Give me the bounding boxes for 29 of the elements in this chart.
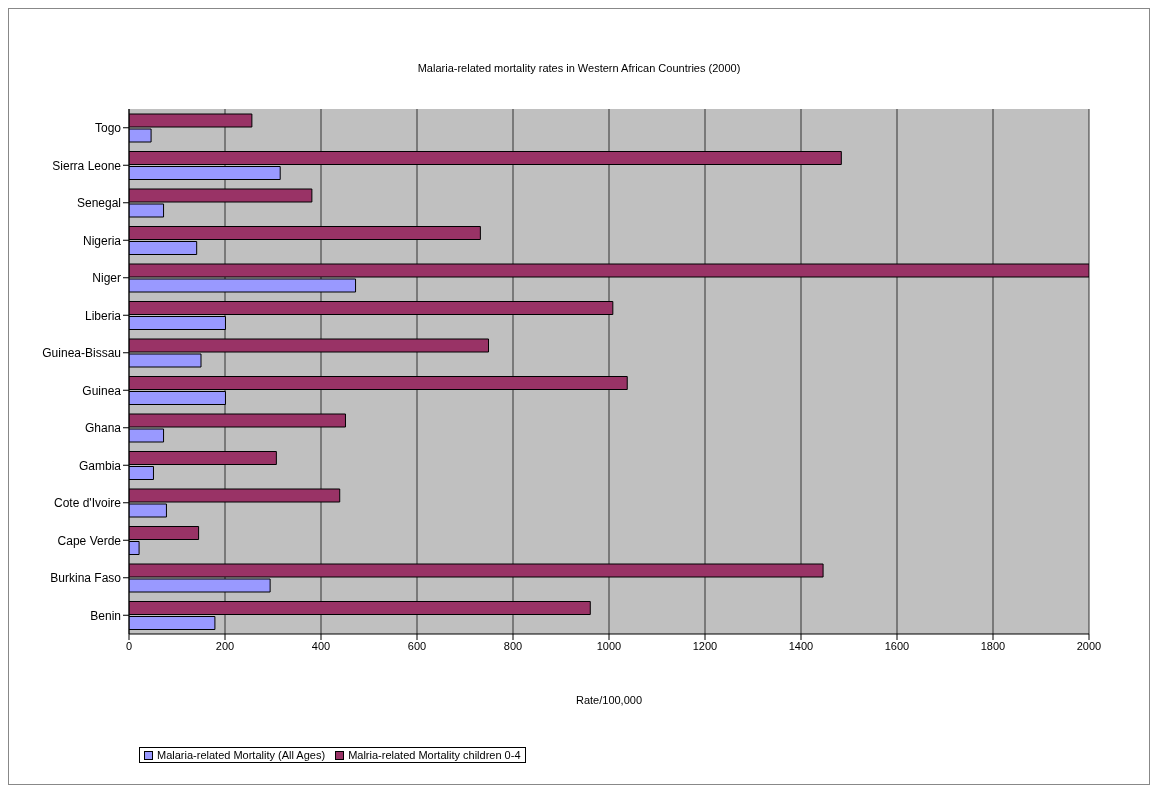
x-tick-label: 2000 — [1076, 639, 1102, 652]
y-tick-label: Cote d'Ivoire — [54, 496, 122, 511]
y-tick-label: Cape Verde — [57, 533, 122, 548]
y-tick-label: Nigeria — [82, 233, 122, 248]
y-tick-label: Guinea — [82, 383, 122, 398]
x-tick-label: 600 — [407, 639, 427, 652]
x-tick-label: 400 — [311, 639, 331, 652]
legend-label: Malria-related Mortality children 0-4 — [347, 749, 521, 761]
y-tick-label: Togo — [94, 121, 122, 136]
x-axis-title: Rate/100,000 — [575, 694, 643, 706]
x-tick-label: 1600 — [884, 639, 910, 652]
x-tick-label: 0 — [125, 639, 133, 652]
y-tick-label: Niger — [92, 271, 121, 286]
chart-title: Malaria-related mortality rates in Western African Countries (2000) — [416, 62, 742, 74]
x-tick-label: 1800 — [980, 639, 1006, 652]
y-tick-label: Liberia — [84, 308, 122, 323]
y-tick-label: Burkina Faso — [50, 571, 122, 586]
x-tick-label: 1000 — [596, 639, 622, 652]
legend-label: Malaria-related Mortality (All Ages) — [156, 749, 326, 761]
x-tick-label: 800 — [503, 639, 523, 652]
x-tick-label: 1400 — [788, 639, 814, 652]
y-tick-label: Sierra Leone — [52, 158, 122, 173]
y-tick-label: Senegal — [76, 196, 121, 211]
y-tick-label: Benin — [90, 608, 121, 623]
y-tick-label: Gambia — [78, 458, 122, 473]
x-tick-label: 200 — [215, 639, 235, 652]
x-tick-label: 1200 — [692, 639, 718, 652]
y-tick-label: Ghana — [84, 421, 122, 436]
y-tick-label: Guinea-Bissau — [42, 346, 121, 361]
